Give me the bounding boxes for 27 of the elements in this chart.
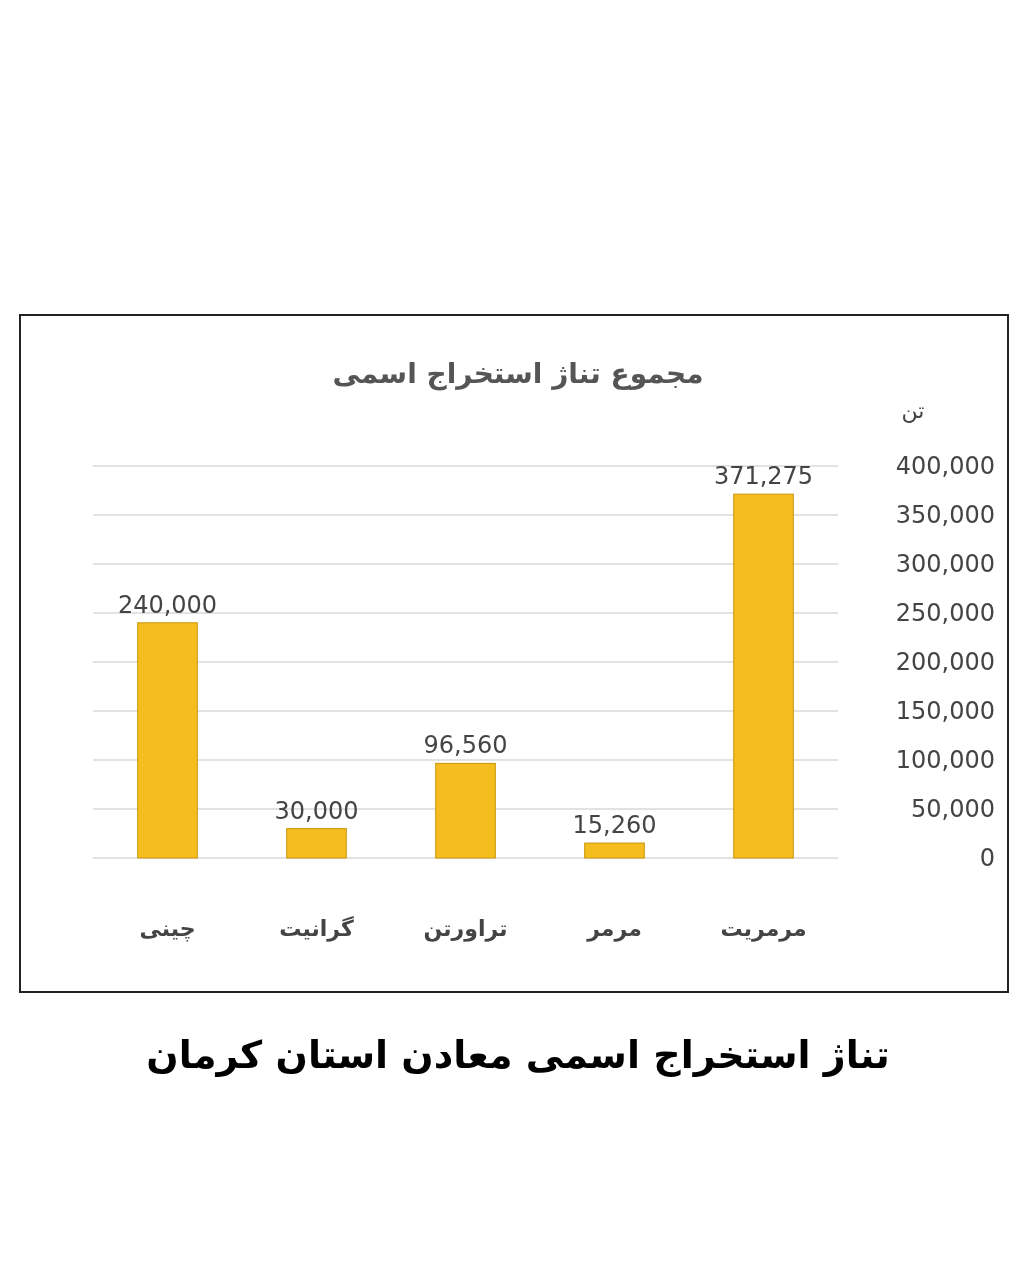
y-tick-label: 300,000 <box>895 550 995 579</box>
y-axis-title: تن <box>901 398 925 423</box>
data-label: 371,275 <box>713 462 814 491</box>
y-tick-label: 0 <box>979 844 995 873</box>
x-tick-label: مرمر <box>586 916 642 942</box>
y-tick-label: 250,000 <box>895 599 995 628</box>
y-tick-label: 100,000 <box>895 746 995 775</box>
text: تناژ استخراج اسمی معادن استان کرمان <box>146 1033 890 1077</box>
y-tick-label: 150,000 <box>895 697 995 726</box>
chart-title: مجموع تناژ استخراج اسمی <box>332 357 704 391</box>
bar <box>137 622 198 859</box>
data-label: 240,000 <box>117 590 218 619</box>
y-tick-label: 400,000 <box>895 452 995 481</box>
y-tick-label: 350,000 <box>895 501 995 530</box>
x-tick-label: چینی <box>139 916 196 942</box>
x-tick-label: گرانیت <box>279 915 354 942</box>
y-tick-label: 50,000 <box>911 795 995 824</box>
data-label: 15,260 <box>572 811 657 840</box>
data-label: 96,560 <box>423 731 508 760</box>
x-tick-label: تراورتن <box>423 916 508 942</box>
bar <box>435 762 496 859</box>
y-tick-label: 200,000 <box>895 648 995 677</box>
bar <box>286 828 347 859</box>
data-label: 30,000 <box>274 796 359 825</box>
bar <box>733 493 794 859</box>
x-tick-label: مرمریت <box>720 916 807 942</box>
bar <box>584 842 645 859</box>
